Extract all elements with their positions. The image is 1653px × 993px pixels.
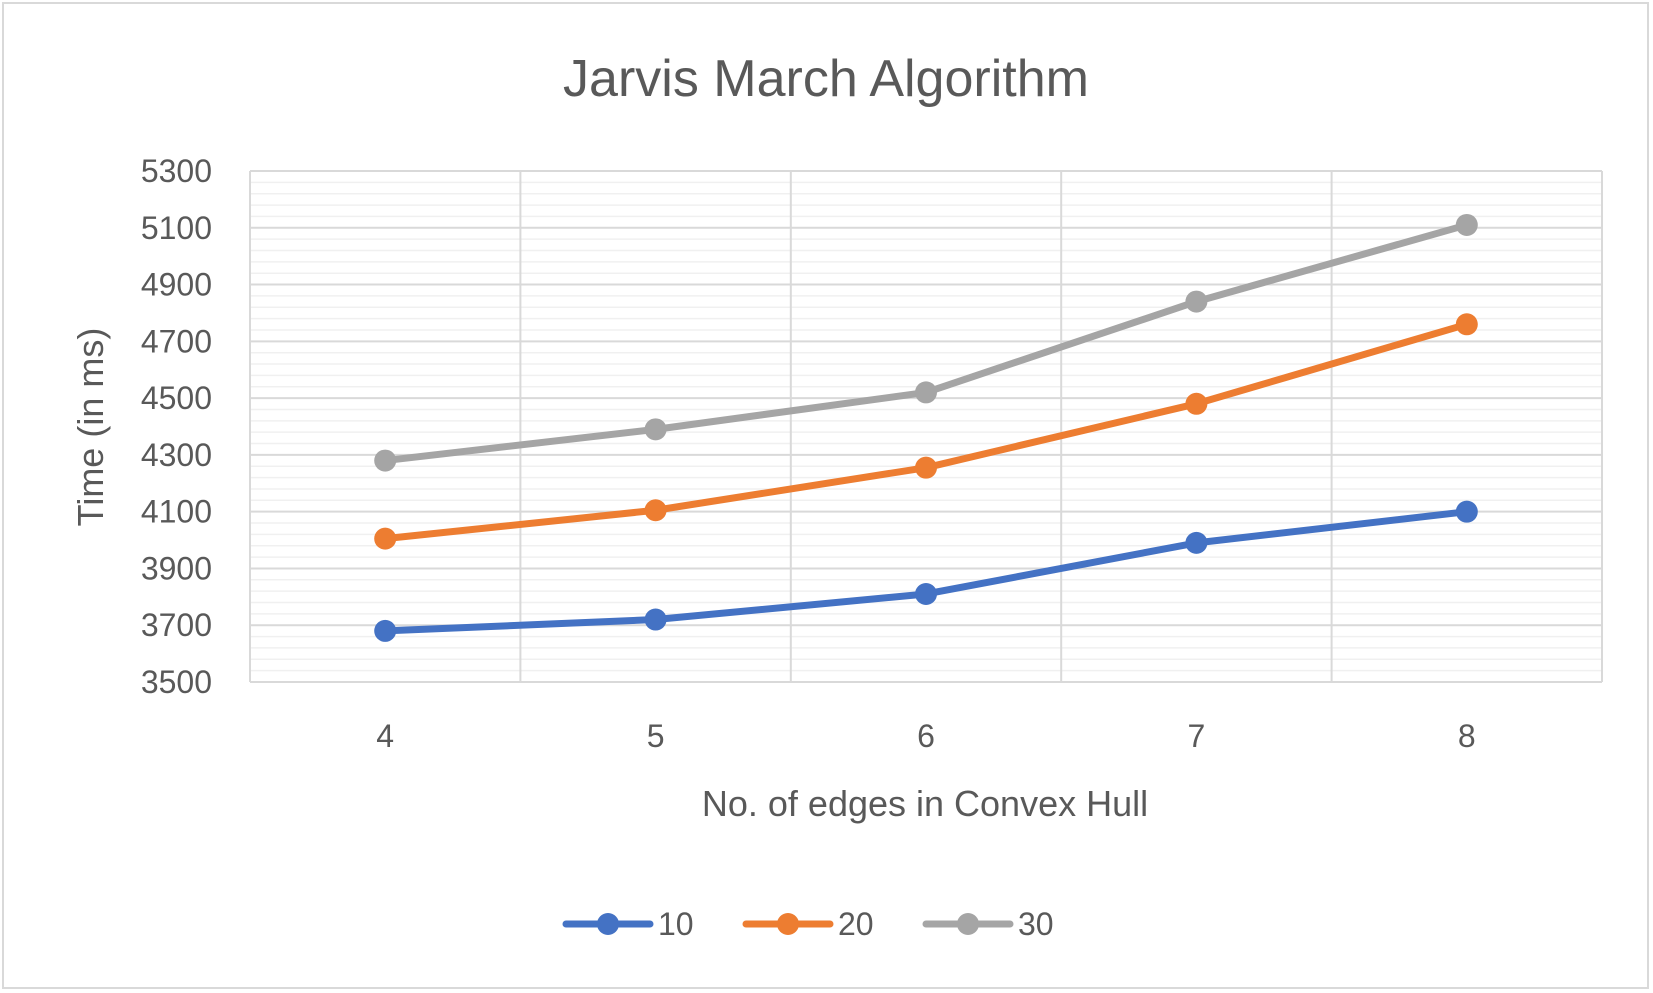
chart-title: Jarvis March Algorithm bbox=[563, 50, 1089, 108]
data-point-30-6 bbox=[915, 381, 937, 404]
data-point-10-5 bbox=[644, 608, 667, 631]
x-axis-label: No. of edges in Convex Hull bbox=[702, 783, 1148, 824]
legend-swatch-marker-20 bbox=[777, 913, 799, 935]
data-point-30-4 bbox=[374, 449, 397, 472]
data-point-10-6 bbox=[915, 582, 937, 605]
y-tick-label: 4900 bbox=[141, 267, 212, 303]
legend-label-30: 30 bbox=[1018, 906, 1054, 942]
y-tick-label: 5100 bbox=[141, 210, 212, 246]
x-tick-label: 6 bbox=[917, 718, 935, 754]
x-tick-label: 7 bbox=[1188, 718, 1206, 754]
x-axis-ticks: 4 5 6 7 8 bbox=[376, 718, 1475, 754]
data-point-20-5 bbox=[644, 499, 667, 522]
legend-label-20: 20 bbox=[838, 906, 874, 942]
data-point-30-8 bbox=[1455, 213, 1478, 236]
legend: 10 20 30 bbox=[562, 906, 1054, 942]
y-axis-ticks: 3500 3700 3900 4100 4300 4500 4700 4900 5100 5300 bbox=[141, 153, 212, 700]
y-tick-label: 4700 bbox=[141, 323, 212, 359]
legend-swatch-marker-10 bbox=[597, 913, 619, 935]
x-tick-label: 8 bbox=[1458, 718, 1476, 754]
data-point-30-5 bbox=[644, 418, 667, 441]
x-tick-label: 4 bbox=[376, 718, 394, 754]
data-point-10-8 bbox=[1455, 500, 1478, 523]
data-point-30-7 bbox=[1185, 290, 1208, 313]
data-point-20-7 bbox=[1185, 392, 1208, 415]
series-line-30 bbox=[381, 221, 1471, 465]
series-line-10 bbox=[381, 508, 1471, 635]
series-layer bbox=[374, 213, 1478, 642]
y-tick-label: 3500 bbox=[141, 664, 212, 700]
y-tick-label: 3900 bbox=[141, 550, 212, 586]
y-tick-label: 3700 bbox=[141, 607, 212, 643]
y-axis-label: Time (in ms) bbox=[70, 328, 111, 527]
legend-swatch-marker-30 bbox=[957, 913, 979, 935]
minor-gridlines bbox=[250, 181, 1602, 672]
data-point-20-6 bbox=[915, 456, 937, 479]
data-point-10-4 bbox=[374, 619, 397, 642]
y-tick-label: 4300 bbox=[141, 437, 212, 473]
x-tick-label: 5 bbox=[647, 718, 665, 754]
legend-label-10: 10 bbox=[658, 906, 694, 942]
y-tick-label: 5300 bbox=[141, 153, 212, 189]
y-tick-label: 4500 bbox=[141, 380, 212, 416]
data-point-20-4 bbox=[374, 527, 397, 550]
data-point-10-7 bbox=[1185, 531, 1208, 554]
data-point-20-8 bbox=[1455, 313, 1478, 336]
y-tick-label: 4100 bbox=[141, 494, 212, 530]
